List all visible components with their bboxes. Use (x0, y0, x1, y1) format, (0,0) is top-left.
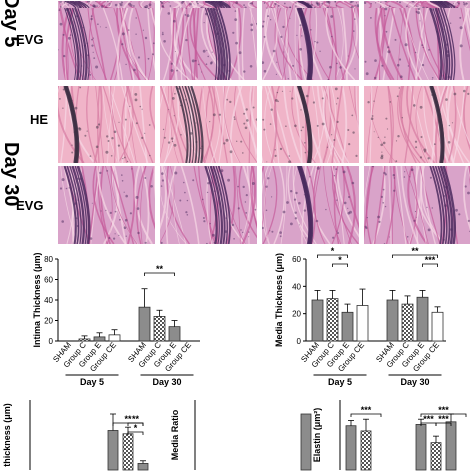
significance-bracket (392, 254, 438, 258)
significance-bracket (332, 263, 348, 267)
bar (138, 306, 151, 342)
histology-panel (364, 86, 470, 163)
significance-label: * (134, 423, 138, 433)
y-tick-label: 80 (44, 255, 53, 264)
group-label: Day 30 (400, 377, 429, 387)
stain-label-evg-bottom: EVG (16, 198, 44, 213)
y-tick-label: 40 (292, 282, 301, 291)
significance-bracket (127, 431, 144, 435)
bar (415, 424, 427, 471)
bar (153, 315, 166, 342)
histology-panel (58, 8, 155, 80)
y-tick-label: 40 (44, 296, 53, 305)
bar (300, 413, 312, 471)
histology-panel (58, 86, 155, 163)
bar (341, 311, 354, 342)
histology-panel (262, 0, 359, 8)
bar (311, 299, 324, 342)
y-tick-label: 20 (292, 310, 301, 319)
histology-panel (364, 166, 470, 244)
y-axis-label: thickness (μm) (2, 403, 12, 467)
y-tick-label: 0 (49, 337, 54, 346)
significance-label: *** (438, 414, 449, 424)
histology-panel (160, 0, 257, 8)
significance-label: *** (361, 405, 372, 415)
histology-panel (364, 8, 470, 80)
histology-panel (262, 8, 359, 80)
chart-4: Elastin (μm²) *** ****** *** (312, 400, 467, 471)
histology-panel (58, 166, 155, 244)
stain-label-he: HE (30, 112, 49, 127)
bar (108, 334, 121, 342)
bar (360, 430, 372, 471)
bar (345, 425, 357, 471)
bar (430, 442, 442, 471)
bar (326, 298, 339, 342)
significance-bracket (350, 413, 382, 417)
bar (137, 463, 149, 471)
y-axis-label: Elastin (μm²) (312, 408, 322, 463)
histology-panel (160, 8, 257, 80)
bar (168, 326, 181, 342)
significance-label: ** (156, 264, 164, 274)
y-axis-label: Media Ratio (170, 409, 180, 460)
significance-label: * (338, 255, 342, 265)
stain-label-evg-top: EVG (16, 32, 44, 47)
significance-label: *** (425, 255, 436, 265)
chart-3: Media Ratio (170, 400, 312, 471)
bar (416, 296, 429, 342)
significance-label: * (331, 246, 335, 256)
y-tick-label: 20 (44, 317, 53, 326)
group-label: Day 5 (80, 377, 104, 387)
y-tick-label: 60 (44, 276, 53, 285)
y-axis-label: Intima Thickness (μm) (32, 252, 42, 347)
bar (431, 311, 444, 342)
y-tick-label: 60 (292, 255, 301, 264)
histology-panel (160, 86, 257, 163)
y-tick-label: 0 (297, 337, 302, 346)
histology-panel (262, 166, 359, 244)
y-axis-label: Media Thickness (μm) (274, 253, 284, 347)
significance-label: ** (132, 414, 140, 424)
significance-bracket (422, 263, 438, 267)
bar (122, 433, 134, 471)
significance-label: *** (423, 414, 434, 424)
significance-label: *** (438, 405, 449, 415)
histology-panel (58, 0, 155, 8)
significance-bracket (144, 272, 175, 276)
significance-bracket (127, 422, 144, 426)
bar (107, 430, 119, 471)
chart-2: thickness (μm) ** *** (2, 400, 149, 471)
histology-panel (160, 166, 257, 244)
group-label: Day 5 (328, 377, 352, 387)
group-label: Day 30 (152, 377, 181, 387)
significance-label: ** (411, 246, 419, 256)
significance-bracket (420, 413, 467, 417)
histology-panel (364, 0, 470, 8)
bar (356, 305, 369, 342)
bar (401, 303, 414, 342)
bar (445, 421, 457, 471)
histology-panel (262, 86, 359, 163)
bar (386, 299, 399, 342)
significance-bracket (317, 254, 348, 258)
significance-bracket (435, 422, 452, 426)
significance-label: ** (124, 414, 132, 424)
